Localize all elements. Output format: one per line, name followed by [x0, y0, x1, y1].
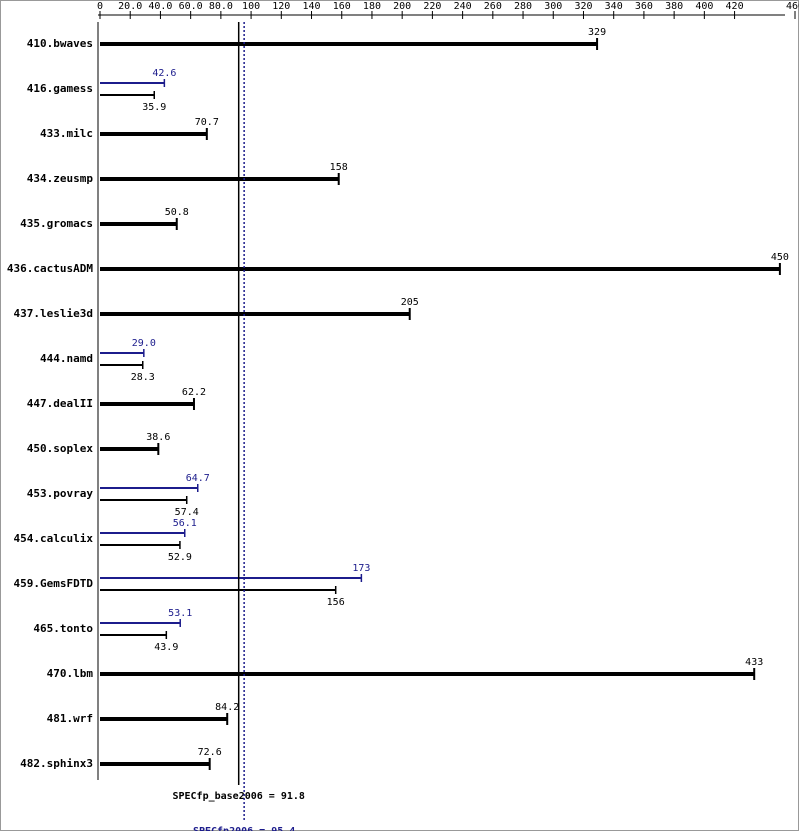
- value-label: 156: [327, 597, 345, 608]
- x-tick-label: 180: [363, 1, 381, 12]
- category-label: 482.sphinx3: [20, 757, 93, 770]
- x-tick-label: 340: [605, 1, 623, 12]
- bar-peak: [100, 82, 165, 84]
- x-tick-label: 400: [695, 1, 713, 12]
- bar-base: [100, 589, 336, 591]
- category-label: 435.gromacs: [20, 217, 93, 230]
- category-label: 481.wrf: [47, 712, 93, 725]
- value-label: 72.6: [198, 747, 222, 758]
- x-tick-label: 360: [635, 1, 653, 12]
- x-tick-label: 200: [393, 1, 411, 12]
- x-tick-label: 0: [97, 1, 103, 12]
- bar: [100, 447, 159, 451]
- value-label: 205: [401, 297, 419, 308]
- value-label: 329: [588, 27, 606, 38]
- bar: [100, 42, 598, 46]
- category-label: 454.calculix: [14, 532, 94, 545]
- x-tick-label: 40.0: [148, 1, 172, 12]
- bar: [100, 177, 339, 181]
- x-tick-label: 140: [302, 1, 320, 12]
- value-label: 173: [352, 563, 370, 574]
- category-label: 437.leslie3d: [14, 307, 93, 320]
- bar-base: [100, 364, 143, 366]
- reference-label: SPECfp2006 = 95.4: [193, 826, 295, 831]
- x-tick-label: 20.0: [118, 1, 142, 12]
- category-label: 433.milc: [40, 127, 93, 140]
- category-label: 470.lbm: [47, 667, 94, 680]
- x-tick-label: 280: [514, 1, 532, 12]
- category-label: 436.cactusADM: [7, 262, 93, 275]
- category-label: 459.GemsFDTD: [14, 577, 94, 590]
- value-label: 70.7: [195, 117, 219, 128]
- bar-base: [100, 499, 187, 501]
- value-label: 53.1: [168, 608, 192, 619]
- value-label: 42.6: [152, 68, 176, 79]
- category-label: 444.namd: [40, 352, 93, 365]
- value-label: 450: [771, 252, 789, 263]
- value-label: 64.7: [186, 473, 210, 484]
- bar: [100, 312, 410, 316]
- bar-base: [100, 544, 180, 546]
- value-label: 43.9: [154, 642, 178, 653]
- x-tick-label: 160: [333, 1, 351, 12]
- bar-peak: [100, 532, 185, 534]
- category-label: 434.zeusmp: [27, 172, 94, 185]
- bar: [100, 717, 228, 721]
- category-label: 465.tonto: [33, 622, 93, 635]
- x-tick-label: 380: [665, 1, 683, 12]
- x-tick-label: 100: [242, 1, 260, 12]
- value-label: 29.0: [132, 338, 156, 349]
- x-tick-label: 120: [272, 1, 290, 12]
- x-tick-label: 240: [454, 1, 472, 12]
- x-tick-label: 220: [423, 1, 441, 12]
- x-tick-label: 460: [786, 1, 799, 12]
- bar: [100, 267, 780, 271]
- value-label: 56.1: [173, 518, 197, 529]
- bar: [100, 762, 210, 766]
- x-tick-label: 300: [544, 1, 562, 12]
- x-tick-label: 320: [574, 1, 592, 12]
- value-label: 38.6: [146, 432, 170, 443]
- reference-label: SPECfp_base2006 = 91.8: [172, 791, 304, 802]
- value-label: 35.9: [142, 102, 166, 113]
- value-label: 62.2: [182, 387, 206, 398]
- value-label: 50.8: [165, 207, 189, 218]
- x-tick-label: 260: [484, 1, 502, 12]
- bar-peak: [100, 622, 181, 624]
- category-label: 410.bwaves: [27, 37, 93, 50]
- bar-base: [100, 634, 167, 636]
- bar: [100, 222, 177, 226]
- bar: [100, 402, 194, 406]
- value-label: 84.2: [215, 702, 239, 713]
- bar-peak: [100, 352, 144, 354]
- bar-peak: [100, 577, 362, 579]
- value-label: 433: [745, 657, 763, 668]
- value-label: 28.3: [131, 372, 155, 383]
- bar-peak: [100, 487, 198, 489]
- x-tick-label: 420: [726, 1, 744, 12]
- category-label: 450.soplex: [27, 442, 94, 455]
- bar: [100, 672, 755, 676]
- category-label: 453.povray: [27, 487, 94, 500]
- x-tick-label: 60.0: [179, 1, 203, 12]
- value-label: 158: [330, 162, 348, 173]
- bar-base: [100, 94, 155, 96]
- bar: [100, 132, 207, 136]
- value-label: 57.4: [175, 507, 199, 518]
- value-label: 52.9: [168, 552, 192, 563]
- category-label: 416.gamess: [27, 82, 93, 95]
- category-label: 447.dealII: [27, 397, 93, 410]
- x-tick-label: 80.0: [209, 1, 233, 12]
